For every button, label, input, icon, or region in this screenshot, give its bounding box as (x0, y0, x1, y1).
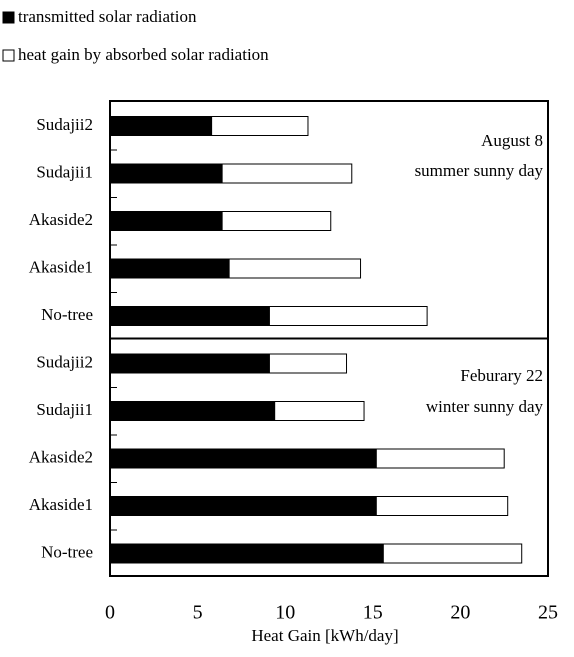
bar-segment (274, 401, 365, 421)
x-tick-label: 15 (363, 602, 383, 624)
bar-segment (109, 496, 377, 516)
y-tick-label: Akaside2 (29, 447, 93, 466)
bar-segment (109, 211, 223, 231)
x-tick-label: 5 (193, 602, 203, 624)
legend-label: transmitted solar radiation (18, 7, 197, 26)
annotation: August 8 (481, 131, 543, 150)
y-tick-label: Sudajii2 (36, 115, 93, 134)
y-tick-label: Akaside1 (29, 257, 93, 276)
bar-segment (228, 258, 362, 279)
bar-segment (109, 401, 276, 421)
bar-segment (211, 116, 309, 136)
x-tick-label: 20 (450, 602, 470, 624)
bar-segment (268, 306, 428, 326)
bar-segment (375, 496, 509, 516)
y-tick-label: Sudajii1 (36, 400, 93, 419)
bar-segment (109, 163, 223, 184)
bar-segment (382, 543, 523, 564)
y-tick-label: Sudajii1 (36, 162, 93, 181)
bar-segment (109, 306, 270, 326)
legend-swatch (2, 11, 15, 24)
bar-segment (109, 353, 270, 374)
bar-segment (109, 448, 377, 469)
bar-segment (268, 353, 348, 374)
annotation: summer sunny day (415, 161, 544, 180)
annotation: winter sunny day (426, 397, 544, 416)
legend-label: heat gain by absorbed solar radiation (18, 45, 269, 64)
y-tick-label: Akaside2 (29, 210, 93, 229)
annotation: Feburary 22 (460, 366, 543, 385)
y-tick-label: Sudajii2 (36, 352, 93, 371)
x-tick-label: 10 (275, 602, 295, 624)
legend-swatch (2, 49, 15, 62)
bar-segment (221, 163, 353, 184)
bar-segment (221, 211, 332, 231)
x-tick-label: 25 (538, 602, 558, 624)
bar-segment (109, 258, 230, 279)
x-axis-label: Heat Gain [kWh/day] (251, 626, 398, 645)
y-tick-label: No-tree (41, 305, 93, 324)
x-tick-label: 0 (105, 602, 115, 624)
bar-segment (375, 448, 505, 469)
bar-segment (109, 543, 384, 564)
y-tick-label: No-tree (41, 542, 93, 561)
y-tick-label: Akaside1 (29, 495, 93, 514)
bar-segment (109, 116, 213, 136)
